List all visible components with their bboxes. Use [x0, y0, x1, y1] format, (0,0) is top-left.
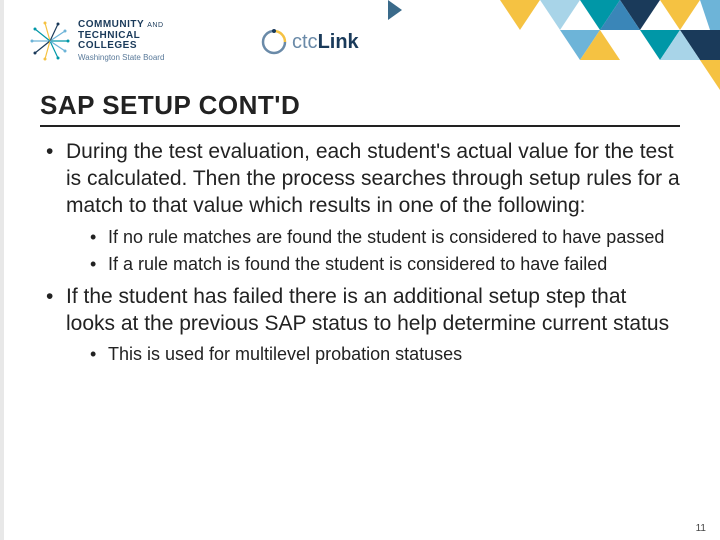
- ctc-text-block: COMMUNITY AND TECHNICAL COLLEGES Washing…: [78, 20, 164, 62]
- bullet-text: If a rule match is found the student is …: [108, 254, 607, 274]
- slide-title: SAP SETUP CONT'D: [40, 90, 680, 127]
- org-line1: COMMUNITY AND: [78, 20, 164, 31]
- ctclink-circle-icon: [260, 28, 288, 56]
- list-item: If the student has failed there is an ad…: [44, 284, 680, 367]
- bullet-text: During the test evaluation, each student…: [66, 140, 680, 217]
- list-item: If a rule match is found the student is …: [90, 253, 680, 276]
- ctclink-logo: ctcLink: [260, 28, 359, 56]
- org-line3: COLLEGES: [78, 41, 164, 52]
- slide-content: SAP SETUP CONT'D During the test evaluat…: [0, 90, 720, 366]
- ctclink-text: ctcLink: [292, 31, 359, 54]
- list-item: If no rule matches are found the student…: [90, 226, 680, 249]
- ctc-logo-block: COMMUNITY AND TECHNICAL COLLEGES Washing…: [30, 20, 164, 62]
- geometric-pattern: [460, 0, 720, 90]
- bullet-text: If no rule matches are found the student…: [108, 227, 664, 247]
- slide-header: COMMUNITY AND TECHNICAL COLLEGES Washing…: [0, 0, 720, 90]
- bullet-text: If the student has failed there is an ad…: [66, 285, 669, 335]
- bullet-list-level2: If no rule matches are found the student…: [66, 226, 680, 276]
- bullet-text: This is used for multilevel probation st…: [108, 344, 462, 364]
- list-item: This is used for multilevel probation st…: [90, 343, 680, 366]
- org-sub: Washington State Board: [78, 54, 164, 62]
- starburst-icon: [30, 21, 70, 61]
- bullet-list-level2: This is used for multilevel probation st…: [66, 343, 680, 366]
- list-item: During the test evaluation, each student…: [44, 139, 680, 276]
- play-triangle-icon: [388, 0, 402, 20]
- bullet-list-level1: During the test evaluation, each student…: [40, 139, 680, 366]
- page-number: 11: [696, 523, 706, 534]
